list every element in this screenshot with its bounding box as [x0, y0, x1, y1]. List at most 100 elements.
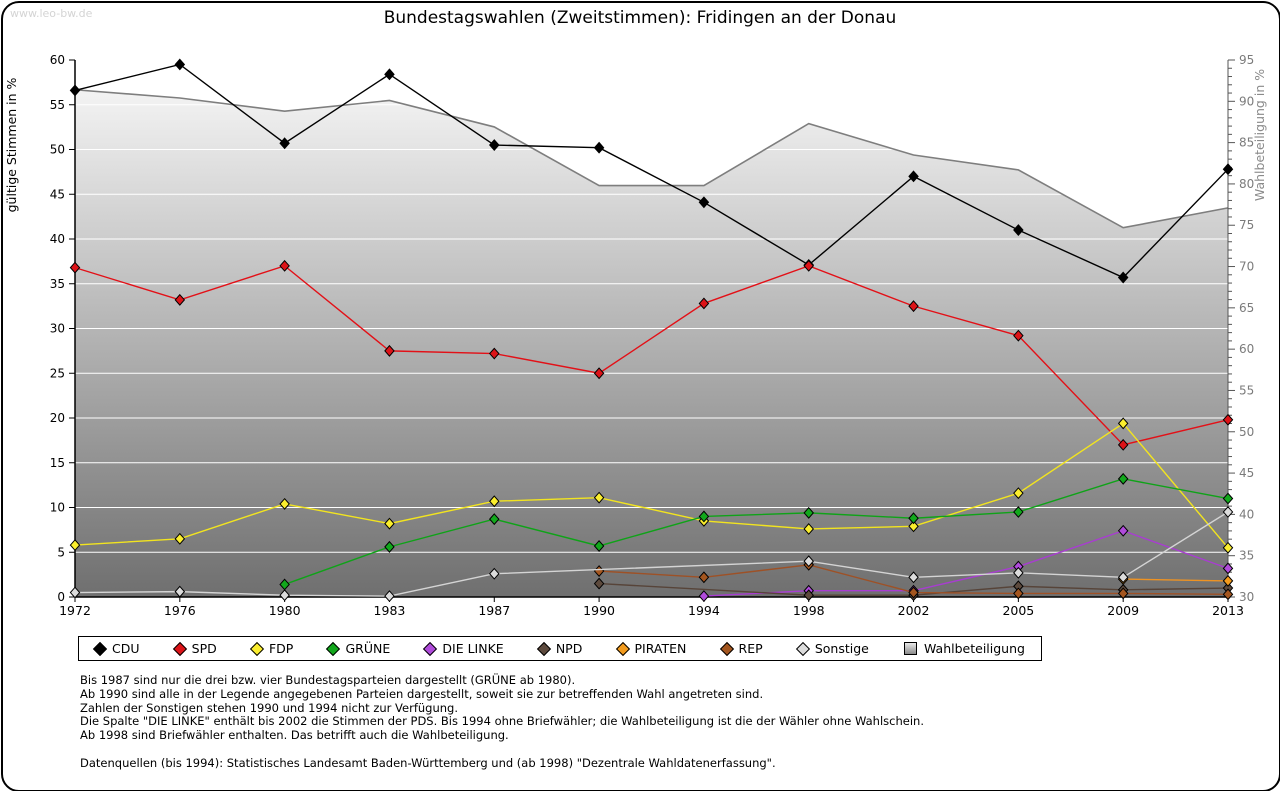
svg-text:1976: 1976: [164, 603, 196, 618]
marker-CDU: [69, 84, 81, 97]
turnout-area: [75, 89, 1228, 597]
marker-REP: [698, 571, 710, 584]
legend-label: FDP: [268, 641, 294, 656]
svg-text:1998: 1998: [793, 603, 825, 618]
legend-label: REP: [738, 641, 763, 656]
legend: CDU SPD FDP GRÜNE DIE LINKE NPD PIRATEN REP Sons…: [78, 636, 1042, 661]
marker-FDP: [489, 495, 500, 508]
marker-CDU: [698, 196, 710, 209]
marker-FDP: [593, 491, 605, 504]
svg-text:5: 5: [57, 545, 65, 559]
marker-CDU: [1117, 271, 1129, 284]
diamond-marker-icon: [423, 641, 438, 656]
marker-Sonstige: [1117, 571, 1129, 584]
marker-GRÜNE: [803, 506, 814, 519]
diamond-marker-icon: [92, 641, 108, 656]
svg-text:1980: 1980: [269, 603, 301, 618]
marker-REP: [1222, 588, 1234, 601]
marker-CDU: [279, 137, 290, 150]
marker-SPD: [69, 261, 81, 274]
legend-label: NPD: [555, 641, 583, 656]
marker-Sonstige: [174, 585, 186, 598]
svg-text:1972: 1972: [59, 603, 91, 618]
marker-CDU: [1222, 163, 1234, 176]
legend-item-piraten: PIRATEN: [615, 641, 686, 656]
series-line-FDP: [74, 422, 1229, 549]
marker-SPD: [1013, 329, 1024, 342]
marker-SPD: [698, 297, 710, 310]
svg-text:2013: 2013: [1212, 603, 1244, 618]
marker-SPD: [908, 300, 919, 313]
marker-FDP: [908, 520, 919, 533]
footnote-line: Ab 1998 sind Briefwähler enthalten. Das …: [80, 728, 509, 743]
marker-FDP: [279, 497, 290, 510]
diamond-marker-icon: [326, 641, 341, 656]
marker-NPD: [593, 577, 605, 590]
svg-text:50: 50: [1239, 425, 1254, 439]
svg-text:40: 40: [50, 232, 65, 246]
marker-CDU: [1013, 224, 1024, 237]
marker-Sonstige: [1013, 566, 1024, 579]
svg-text:50: 50: [50, 143, 65, 157]
legend-item-grüne: GRÜNE: [326, 641, 391, 656]
legend-label: GRÜNE: [345, 641, 391, 656]
marker-Sonstige: [1222, 506, 1234, 518]
svg-text:2005: 2005: [1002, 603, 1034, 618]
marker-GRÜNE: [384, 540, 395, 553]
legend-item-fdp: FDP: [249, 641, 294, 656]
marker-GRÜNE: [698, 510, 710, 523]
svg-text:45: 45: [1239, 466, 1254, 480]
svg-text:35: 35: [50, 277, 65, 291]
marker-SPD: [174, 293, 186, 306]
marker-FDP: [1013, 487, 1024, 500]
svg-text:60: 60: [50, 53, 65, 67]
marker-CDU: [384, 68, 395, 81]
marker-DIE LINKE: [1222, 562, 1234, 575]
svg-text:55: 55: [1239, 383, 1254, 397]
marker-SPD: [803, 259, 814, 272]
marker-CDU: [174, 58, 186, 71]
legend-item-sonstige: Sonstige: [795, 641, 869, 656]
marker-Sonstige: [803, 555, 814, 568]
series-line-NPD: [599, 582, 1229, 596]
marker-NPD: [803, 589, 814, 602]
footnote-line: Zahlen der Sonstigen stehen 1990 und 199…: [80, 700, 459, 715]
diamond-marker-icon: [249, 641, 265, 656]
svg-text:Wahlbeteiligung in %: Wahlbeteiligung in %: [1252, 69, 1267, 201]
marker-SPD: [593, 367, 605, 380]
marker-FDP: [803, 523, 814, 535]
series-line-Sonstige: [74, 511, 1229, 597]
series-line-CDU: [74, 63, 1229, 279]
legend-item-cdu: CDU: [92, 641, 140, 656]
marker-GRÜNE: [1013, 506, 1024, 518]
svg-text:1990: 1990: [583, 603, 615, 618]
marker-FDP: [69, 539, 81, 552]
marker-FDP: [1222, 541, 1234, 554]
marker-Sonstige: [69, 586, 81, 599]
diamond-marker-icon: [615, 641, 630, 656]
marker-FDP: [1117, 417, 1129, 430]
svg-text:75: 75: [1239, 218, 1254, 232]
svg-text:30: 30: [50, 322, 65, 336]
legend-item-die-linke: DIE LINKE: [423, 641, 504, 656]
svg-text:10: 10: [50, 501, 65, 515]
legend-label: Wahlbeteiligung: [924, 641, 1025, 656]
marker-REP: [1117, 587, 1129, 600]
marker-DIE LINKE: [698, 590, 710, 603]
legend-item-npd: NPD: [536, 641, 583, 656]
marker-CDU: [489, 139, 500, 151]
marker-REP: [1013, 587, 1024, 600]
series-line-PIRATEN: [1123, 578, 1229, 582]
svg-text:15: 15: [50, 456, 65, 470]
square-marker-icon: [904, 642, 917, 655]
series-line-DIE LINKE: [703, 530, 1229, 597]
svg-text:95: 95: [1239, 53, 1254, 67]
footnote-line: [80, 743, 924, 757]
svg-text:gültige Stimmen in %: gültige Stimmen in %: [4, 77, 19, 212]
svg-text:60: 60: [1239, 342, 1254, 356]
marker-GRÜNE: [908, 512, 919, 525]
svg-text:25: 25: [50, 366, 65, 380]
legend-item-rep: REP: [719, 641, 763, 656]
